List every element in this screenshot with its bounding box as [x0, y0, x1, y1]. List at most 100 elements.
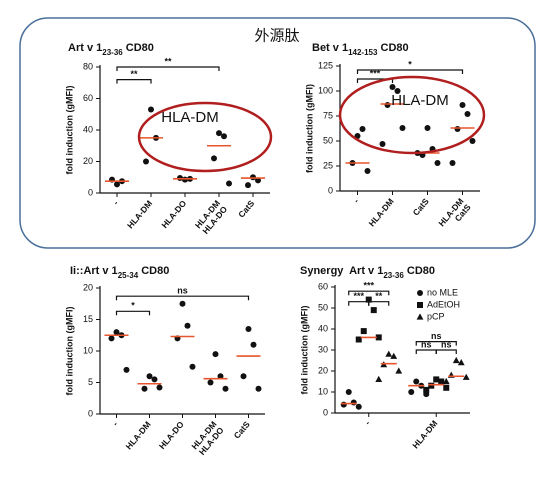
significance-label: ns [177, 286, 188, 296]
data-point [148, 106, 154, 113]
data-point [108, 335, 115, 342]
data-point [370, 307, 377, 314]
y-tick-label: 0 [323, 407, 328, 417]
significance-bracket [356, 78, 394, 83]
data-point [255, 177, 261, 184]
title-part: 23-36 [102, 48, 123, 57]
data-point [449, 160, 456, 166]
data-point [184, 322, 191, 329]
data-point [359, 126, 366, 132]
data-point [365, 296, 372, 303]
data-point [240, 373, 247, 380]
x-tick-label: HLA-DM [125, 198, 154, 230]
data-point [462, 373, 470, 380]
x-tick-label: - [351, 196, 361, 205]
data-point [350, 399, 357, 406]
y-tick-label: 0 [88, 187, 93, 197]
title-part: 25-34 [118, 271, 139, 280]
data-point [438, 378, 445, 385]
data-point [216, 130, 222, 137]
data-point [385, 350, 393, 357]
data-point [394, 88, 401, 94]
x-tick-label: HLA-DM [124, 419, 153, 451]
y-tick-label: 40 [318, 323, 328, 333]
y-tick-label: 20 [318, 365, 328, 375]
data-point [345, 389, 352, 395]
data-point [221, 133, 227, 140]
significance-bracket [415, 341, 457, 346]
title-part: Art v 1 [68, 42, 102, 54]
x-tick-label: CatS [411, 196, 431, 218]
significance-bracket [348, 290, 390, 296]
x-tick-label: HLA-DMHLA-DO [193, 198, 230, 236]
data-point [423, 386, 430, 393]
y-axis-label: fold induction (gMFI) [304, 84, 314, 173]
data-point [399, 125, 406, 131]
data-point [390, 352, 398, 359]
chart-title: Ii::Art v 125-34 CD80 [70, 265, 169, 280]
title-part: 23-36 [383, 271, 404, 280]
significance-label: ns [441, 339, 452, 349]
data-point [395, 367, 403, 374]
x-tick-label: - [111, 198, 121, 207]
data-point [389, 84, 396, 90]
x-tick-label: HLA-DMCatS [437, 196, 474, 234]
data-point [340, 401, 347, 408]
panel-frame [19, 17, 536, 249]
panel-title: 外源肽 [254, 27, 299, 45]
x-tick-label: HLA-DO [159, 198, 188, 230]
y-tick-label: 60 [318, 281, 328, 291]
significance-bracket [116, 66, 220, 71]
y-tick-label: 10 [318, 386, 328, 396]
data-point [469, 138, 476, 144]
y-tick-label: 125 [318, 60, 333, 70]
data-point [375, 334, 382, 341]
significance-label: ns [421, 339, 432, 349]
data-point [417, 302, 423, 308]
y-tick-label: 100 [318, 85, 333, 95]
x-tick-label: - [110, 419, 120, 428]
y-axis-label: fold induction (gMFI) [299, 306, 309, 395]
data-point [428, 382, 435, 389]
y-tick-label: 30 [318, 344, 328, 354]
significance-label: *** [363, 281, 374, 291]
significance-label: * [408, 59, 412, 69]
significance-bracket [435, 349, 457, 354]
data-point [417, 290, 423, 296]
x-tick-label: CatS [236, 198, 256, 220]
data-point [464, 111, 471, 117]
annotation-ellipse [137, 101, 273, 173]
annotation: HLA-DM [391, 92, 449, 109]
title-part: CD80 [404, 265, 435, 277]
data-point [143, 158, 149, 165]
significance-label: ns [431, 331, 442, 341]
x-tick-label: CatS [232, 419, 252, 441]
significance-label: ** [130, 69, 138, 79]
data-point [151, 376, 158, 383]
significance-label: *** [370, 68, 381, 78]
chart: Synergy Art v 123-36 CD80 fold induction … [299, 265, 470, 450]
legend-label: no MLE [427, 287, 458, 297]
y-tick-label: 10 [83, 345, 93, 355]
data-point [250, 341, 257, 348]
title-part: Ii::Art v 1 [70, 265, 118, 277]
data-point [226, 180, 232, 187]
y-axis-label: fold induction (gMFI) [64, 86, 74, 175]
data-point [408, 389, 415, 395]
y-tick-label: 20 [83, 156, 93, 166]
title-part: CD80 [377, 42, 408, 54]
significance-bracket [356, 69, 464, 74]
y-tick-label: 20 [83, 282, 93, 292]
data-point [360, 328, 367, 335]
data-point [434, 160, 441, 166]
significance-bracket [348, 301, 370, 306]
data-point [424, 125, 431, 131]
y-tick-label: 15 [83, 314, 93, 324]
chart-title: Synergy Art v 123-36 CD80 [300, 265, 435, 280]
y-tick-label: 0 [88, 408, 93, 418]
annotation-ellipse [338, 75, 486, 155]
x-tick-label: - [363, 418, 373, 427]
data-point [355, 403, 362, 410]
data-point [442, 377, 450, 385]
data-point [413, 378, 420, 385]
